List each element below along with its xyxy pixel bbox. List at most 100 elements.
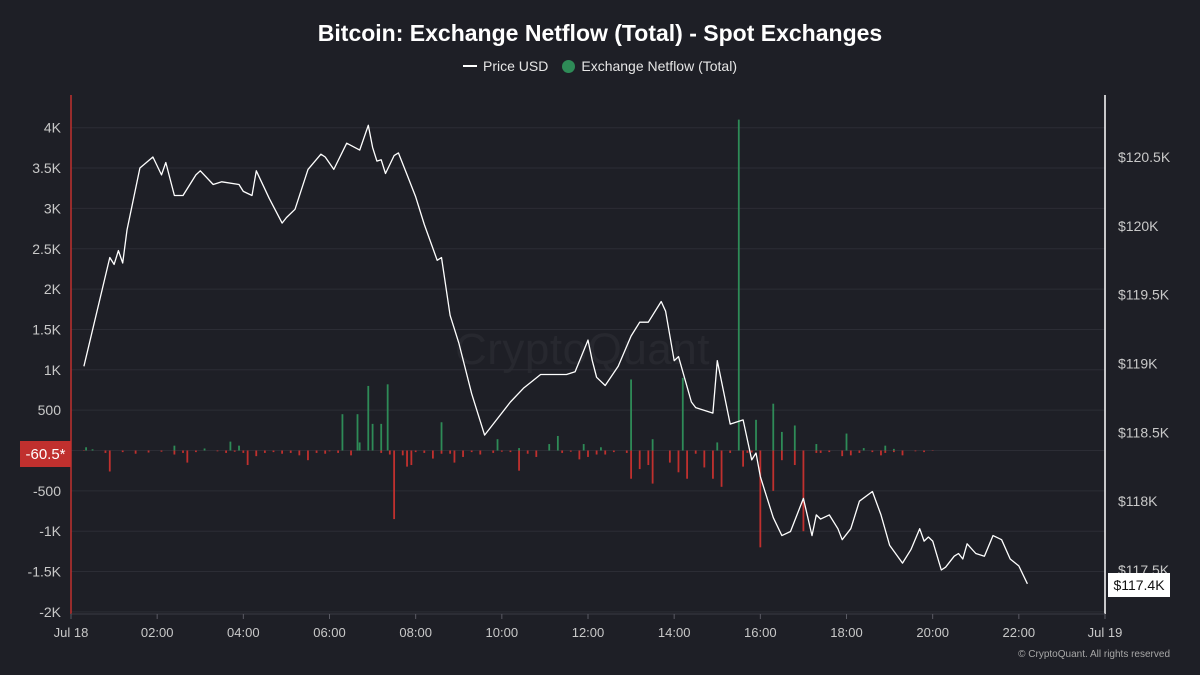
netflow-bar: [229, 441, 232, 451]
netflow-bar: [668, 450, 671, 463]
netflow-bar: [780, 431, 783, 451]
netflow-bar: [440, 422, 443, 451]
netflow-bar: [578, 450, 581, 460]
y-right-tick-label: $120K: [1118, 218, 1159, 234]
netflow-bar: [630, 450, 632, 479]
netflow-bar: [121, 450, 124, 453]
legend-label-netflow: Exchange Netflow (Total): [581, 58, 737, 74]
netflow-bar: [630, 379, 632, 451]
netflow-bar: [815, 444, 818, 451]
x-tick-label: 14:00: [658, 625, 691, 640]
watermark: CryptoQuant: [455, 325, 710, 375]
netflow-bar: [341, 414, 344, 451]
netflow-bar: [470, 450, 473, 453]
y-right-tick-label: $118K: [1118, 493, 1158, 509]
netflow-bar: [371, 423, 374, 451]
netflow-bar: [108, 450, 111, 472]
netflow-bar: [548, 444, 551, 451]
netflow-bar: [298, 450, 301, 456]
legend-label-price: Price USD: [483, 58, 549, 74]
netflow-bar: [651, 450, 654, 484]
netflow-bar: [587, 450, 589, 457]
netflow-bar: [380, 450, 383, 453]
netflow-bar: [923, 450, 925, 453]
chart-legend: Price USD Exchange Netflow (Total): [0, 58, 1200, 74]
netflow-bar: [406, 450, 408, 467]
netflow-bar: [388, 450, 391, 455]
y-left-tick-label: -2K: [39, 604, 61, 620]
netflow-bar: [651, 439, 654, 451]
y-right-tick-label: $119K: [1118, 356, 1158, 372]
netflow-bar: [449, 450, 452, 454]
netflow-bar: [819, 450, 822, 453]
y-left-tick-label: 3.5K: [32, 160, 61, 176]
netflow-bar: [85, 447, 87, 451]
netflow-bar: [677, 450, 680, 473]
copyright-footer: © CryptoQuant. All rights reserved: [1018, 649, 1170, 660]
netflow-bar: [535, 450, 538, 457]
netflow-bar: [638, 450, 641, 470]
netflow-bar: [647, 450, 650, 466]
netflow-bar: [337, 450, 340, 453]
price-line: [83, 124, 1028, 585]
netflow-bar: [134, 450, 137, 454]
chart-title: Bitcoin: Exchange Netflow (Total) - Spot…: [317, 20, 883, 46]
netflow-bar: [324, 450, 327, 454]
netflow-bar: [780, 450, 783, 461]
netflow-bar: [720, 450, 723, 487]
netflow-bar: [862, 448, 865, 451]
netflow-bar: [410, 450, 413, 466]
netflow-bar: [386, 384, 389, 451]
netflow-bar: [772, 403, 775, 451]
netflow-bar: [858, 450, 861, 453]
netflow-bar: [742, 450, 744, 467]
netflow-bar: [358, 442, 361, 451]
y-left-tick-label: 4K: [44, 120, 62, 136]
netflow-bar: [91, 449, 94, 451]
legend-item-netflow[interactable]: Exchange Netflow (Total): [562, 58, 737, 74]
netflow-bar: [233, 450, 236, 452]
netflow-bar: [225, 450, 227, 453]
netflow-bar: [694, 450, 697, 454]
x-tick-label: 10:00: [486, 625, 519, 640]
netflow-bar: [892, 448, 895, 451]
x-tick-label: 12:00: [572, 625, 605, 640]
y-left-tick-label: 1.5K: [32, 321, 61, 337]
x-tick-label: 06:00: [313, 625, 346, 640]
legend-item-price[interactable]: Price USD: [463, 58, 548, 74]
x-tick-label: 16:00: [744, 625, 777, 640]
netflow-bar: [712, 450, 714, 479]
netflow-bar: [681, 377, 684, 451]
y-left-tick-label: -500: [33, 483, 61, 499]
netflow-bar: [281, 450, 284, 454]
netflow-bar: [500, 450, 503, 452]
y-left-tick-label: 2K: [44, 281, 62, 297]
netflow-bar: [625, 450, 628, 453]
dot-swatch-icon: [562, 59, 576, 73]
netflow-bar: [255, 450, 258, 457]
netflow-bar: [802, 450, 805, 532]
netflow-bar: [401, 450, 404, 456]
netflow-bar: [328, 450, 331, 452]
netflow-bar: [147, 450, 150, 453]
netflow-bar: [453, 450, 456, 463]
netflow-bar: [901, 450, 904, 456]
netflow-bar: [173, 450, 176, 455]
netflow-bar: [841, 450, 844, 457]
line-swatch-icon: [463, 65, 477, 67]
netflow-bar: [582, 444, 585, 451]
netflow-bar: [356, 414, 359, 451]
netflow-bar: [871, 450, 874, 453]
x-tick-label: Jul 19: [1088, 625, 1123, 640]
x-tick-label: 08:00: [399, 625, 432, 640]
y-left-tick-label: 500: [38, 402, 62, 418]
netflow-bar: [440, 450, 443, 454]
netflow-bar: [828, 450, 831, 453]
netflow-bar: [914, 450, 917, 452]
current-price-tag: $117.4K: [1108, 573, 1170, 597]
current-netflow-tag: -60.5*: [20, 441, 71, 467]
netflow-bar: [414, 450, 417, 453]
netflow-bar: [772, 450, 775, 491]
netflow-bar: [518, 450, 520, 471]
